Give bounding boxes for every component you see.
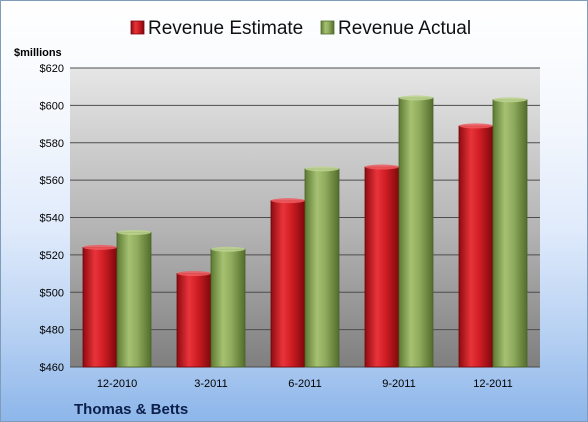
bar-revenue-estimate-6-2011 bbox=[270, 200, 306, 368]
bar-top-highlight bbox=[83, 244, 117, 250]
bar-top-highlight bbox=[271, 198, 305, 204]
x-tick-label: 9-2011 bbox=[382, 378, 415, 390]
y-tick-label: $620 bbox=[40, 63, 64, 75]
bar-top-highlight bbox=[177, 271, 211, 277]
x-tick-label: 3-2011 bbox=[194, 378, 227, 390]
x-tick-label: 6-2011 bbox=[288, 378, 321, 390]
bar-revenue-actual-9-2011 bbox=[398, 97, 434, 368]
y-tick-label: $460 bbox=[40, 362, 64, 374]
y-tick-label: $500 bbox=[40, 287, 64, 299]
x-tick-label: 12-2010 bbox=[97, 378, 137, 390]
legend: Revenue Estimate Revenue Actual bbox=[130, 18, 471, 39]
bar-revenue-actual-12-2010 bbox=[116, 232, 152, 368]
y-tick-label: $580 bbox=[40, 138, 64, 150]
legend-label-revenue-estimate: Revenue Estimate bbox=[148, 18, 303, 39]
y-tick-label: $540 bbox=[40, 213, 64, 225]
legend-swatch-revenue-actual bbox=[320, 20, 335, 35]
bar-top-highlight bbox=[305, 166, 339, 172]
bar-revenue-actual-6-2011 bbox=[304, 168, 340, 368]
company-name: Thomas & Betts bbox=[74, 401, 188, 418]
y-axis-label: $millions bbox=[14, 47, 62, 59]
bar-top-highlight bbox=[365, 164, 399, 170]
bar-revenue-actual-12-2011 bbox=[492, 99, 528, 368]
bar-revenue-estimate-12-2010 bbox=[82, 246, 118, 368]
y-tick-label: $520 bbox=[40, 250, 64, 262]
x-axis-ticks: 12-2010 3-2011 6-2011 9-2011 12-2011 bbox=[97, 378, 513, 390]
bar-top-highlight bbox=[211, 246, 245, 252]
y-axis-ticks: $460 $480 $500 $520 $540 $560 $580 $600 $620 bbox=[40, 63, 64, 374]
legend-label-revenue-actual: Revenue Actual bbox=[338, 18, 471, 39]
bar-revenue-estimate-3-2011 bbox=[176, 273, 212, 368]
x-tick-label: 12-2011 bbox=[473, 378, 513, 390]
y-tick-label: $480 bbox=[40, 325, 64, 337]
y-tick-label: $600 bbox=[40, 100, 64, 112]
bars bbox=[82, 95, 528, 368]
bar-revenue-estimate-12-2011 bbox=[458, 125, 494, 368]
bar-revenue-actual-3-2011 bbox=[210, 248, 246, 368]
legend-swatch-revenue-estimate bbox=[130, 20, 145, 35]
bar-top-highlight bbox=[399, 95, 433, 101]
bar-top-highlight bbox=[493, 97, 527, 103]
bar-top-highlight bbox=[117, 229, 151, 235]
bar-top-highlight bbox=[459, 123, 493, 129]
bar-revenue-estimate-9-2011 bbox=[364, 166, 400, 368]
y-tick-label: $560 bbox=[40, 175, 64, 187]
